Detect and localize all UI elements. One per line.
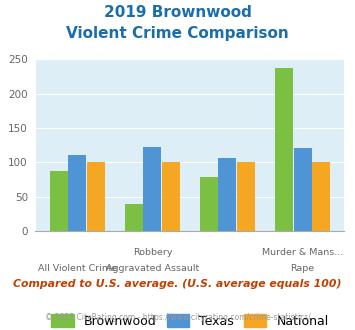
- Bar: [50, 171, 67, 231]
- Bar: [237, 162, 255, 231]
- Bar: [68, 155, 86, 231]
- Legend: Brownwood, Texas, National: Brownwood, Texas, National: [46, 309, 334, 330]
- Text: Robbery: Robbery: [133, 248, 172, 257]
- Bar: [294, 148, 312, 231]
- Bar: [125, 204, 143, 231]
- Bar: [275, 68, 293, 231]
- Bar: [162, 162, 180, 231]
- Bar: [87, 162, 105, 231]
- Text: Aggravated Assault: Aggravated Assault: [106, 264, 199, 273]
- Text: 2019 Brownwood: 2019 Brownwood: [104, 5, 251, 20]
- Bar: [312, 162, 330, 231]
- Bar: [143, 147, 162, 231]
- Text: © 2025 CityRating.com - https://www.cityrating.com/crime-statistics/: © 2025 CityRating.com - https://www.city…: [45, 313, 310, 322]
- Bar: [200, 178, 218, 231]
- Text: Compared to U.S. average. (U.S. average equals 100): Compared to U.S. average. (U.S. average …: [13, 279, 342, 289]
- Text: Murder & Mans...: Murder & Mans...: [262, 248, 343, 257]
- Text: All Violent Crime: All Violent Crime: [38, 264, 117, 273]
- Bar: [218, 157, 236, 231]
- Text: Violent Crime Comparison: Violent Crime Comparison: [66, 26, 289, 41]
- Text: Rape: Rape: [290, 264, 315, 273]
